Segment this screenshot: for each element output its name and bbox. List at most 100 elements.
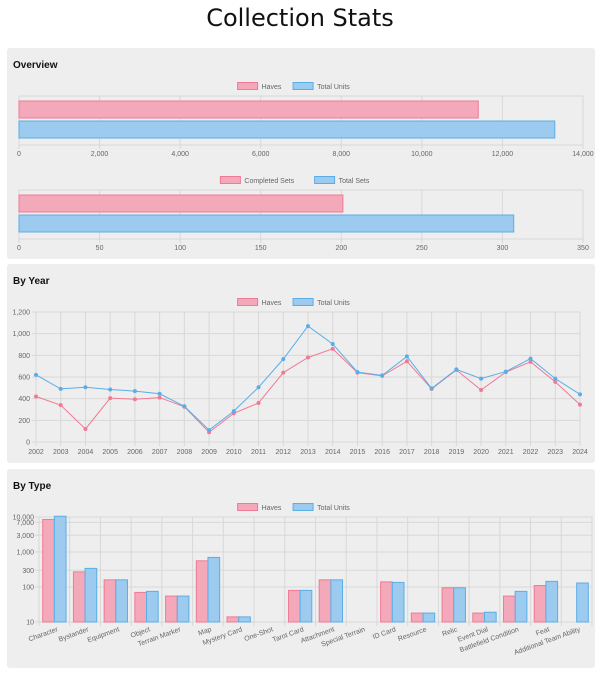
type-x-tick-label-12: Resource [397, 626, 428, 643]
year-point-1-16 [429, 386, 434, 391]
type-bar-0-15 [503, 595, 516, 623]
year-point-1-13 [355, 370, 360, 375]
type-bar-1-6 [238, 616, 251, 623]
year-point-0-4 [132, 397, 137, 402]
type-y-tick-label-5: 7,000 [16, 520, 34, 527]
by-year-panel: By Year Haves Total Units 0 200 400 600 800 1,0… [7, 264, 595, 463]
year-point-1-21 [553, 376, 558, 381]
year-x-tick-label-15: 2017 [399, 449, 415, 456]
year-x-tick-label-5: 2007 [152, 449, 168, 456]
type-y-tick-label-3: 1,000 [16, 550, 34, 557]
overview-0-legend-label-1: Total Units [317, 84, 350, 91]
type-y-tick-label-4: 3,000 [16, 533, 34, 540]
year-x-tick-label-11: 2013 [300, 449, 316, 456]
overview-charts: Haves Total Units 0 2,000 4,000 6,000 8,000 10,… [17, 82, 594, 252]
overview-1-legend-swatch-0 [219, 176, 241, 184]
year-x-tick-label-14: 2016 [374, 449, 390, 456]
year-point-0-11 [306, 355, 310, 360]
type-bar-1-14 [483, 611, 497, 623]
year-x-tick-label-18: 2020 [473, 449, 489, 456]
overview-0-tick-label-3: 6,000 [252, 151, 270, 158]
type-legend-swatch-0 [237, 503, 259, 511]
type-y-tick-label-6: 10,000 [13, 515, 35, 522]
type-bar-1-4 [176, 595, 190, 623]
type-bar-0-3 [134, 591, 148, 623]
overview-1-legend-swatch-1 [314, 176, 336, 184]
year-legend-swatch-0 [237, 298, 259, 306]
type-bar-1-0 [53, 515, 67, 623]
year-point-1-9 [256, 385, 261, 390]
type-bar-1-12 [422, 612, 436, 623]
overview-1-tick-label-3: 150 [255, 245, 267, 252]
type-bar-0-5 [195, 560, 209, 623]
year-point-1-8 [231, 409, 236, 414]
year-y-tick-label-0: 0 [26, 440, 30, 447]
overview-1-bar-0 [18, 194, 344, 213]
type-bar-0-6 [226, 616, 240, 623]
by-year-chart: Haves Total Units 0 200 400 600 800 1,000 1,200 2… [12, 298, 588, 456]
year-point-0-1 [58, 403, 63, 408]
overview-title: Overview [13, 60, 58, 71]
year-point-0-3 [108, 396, 113, 401]
year-x-tick-label-3: 2005 [102, 449, 118, 456]
year-x-tick-label-13: 2015 [350, 449, 366, 456]
type-bar-1-8 [299, 589, 313, 623]
year-x-tick-label-9: 2011 [251, 449, 266, 456]
year-x-tick-label-19: 2021 [498, 449, 514, 456]
overview-1-tick-label-5: 250 [416, 245, 428, 252]
year-point-1-1 [58, 386, 63, 391]
overview-1-legend-label-1: Total Sets [339, 178, 370, 185]
page-title: Collection Stats [206, 4, 394, 32]
overview-1-tick-label-0: 0 [17, 245, 21, 252]
year-x-tick-label-21: 2023 [547, 449, 563, 456]
year-point-1-17 [454, 367, 459, 372]
year-point-0-21 [553, 379, 558, 384]
overview-0-legend-swatch-0 [237, 82, 259, 90]
year-legend-label-1: Total Units [317, 300, 350, 307]
overview-1-legend-label-0: Completed Sets [244, 178, 294, 185]
overview-1-bar-1 [18, 214, 515, 233]
overview-0-tick-label-1: 2,000 [91, 151, 109, 158]
type-bar-0-0 [42, 518, 55, 623]
type-bar-0-14 [472, 612, 485, 623]
type-legend-label-1: Total Units [317, 505, 350, 512]
overview-0-tick-label-0: 0 [17, 151, 21, 158]
year-point-0-18 [479, 388, 484, 392]
type-bar-0-12 [410, 612, 424, 623]
year-legend-swatch-1 [292, 298, 314, 306]
year-x-tick-label-20: 2022 [523, 449, 539, 456]
year-x-tick-label-4: 2006 [127, 449, 143, 456]
type-x-tick-label-11: ID Card [372, 626, 397, 641]
year-legend-label-0: Haves [262, 300, 282, 307]
year-point-1-15 [404, 354, 409, 359]
year-x-tick-label-6: 2008 [177, 449, 193, 456]
year-y-tick-label-5: 1,000 [12, 331, 30, 338]
overview-1-tick-label-2: 100 [174, 245, 186, 252]
year-point-0-9 [256, 401, 261, 405]
type-bar-0-4 [165, 595, 178, 623]
type-legend-label-0: Haves [262, 505, 282, 512]
year-point-0-5 [157, 395, 162, 400]
type-bar-1-5 [207, 556, 221, 623]
year-x-tick-label-10: 2012 [275, 449, 291, 456]
type-x-tick-label-2: Equipment [87, 626, 121, 644]
year-y-tick-label-1: 200 [18, 418, 30, 425]
type-bar-1-13 [453, 587, 466, 623]
type-bar-0-9 [318, 579, 332, 623]
overview-1-tick-label-1: 50 [96, 245, 104, 252]
type-bar-0-13 [441, 587, 455, 623]
type-bar-1-11 [391, 581, 405, 623]
by-type-chart: Haves Total Units 10 100 300 1,000 3,000 7,0001… [13, 503, 593, 657]
type-bar-0-8 [287, 589, 301, 623]
year-x-tick-label-7: 2009 [201, 449, 217, 456]
year-point-1-4 [132, 389, 137, 394]
year-point-1-6 [182, 404, 187, 409]
year-y-tick-label-3: 600 [18, 375, 30, 382]
year-point-1-12 [330, 341, 335, 346]
overview-0-tick-label-4: 8,000 [333, 151, 351, 158]
year-point-1-20 [528, 356, 533, 361]
type-bar-1-2 [115, 579, 128, 623]
type-x-tick-label-16: Feat [535, 626, 551, 637]
year-point-0-22 [578, 402, 582, 407]
year-y-tick-label-6: 1,200 [12, 310, 30, 317]
